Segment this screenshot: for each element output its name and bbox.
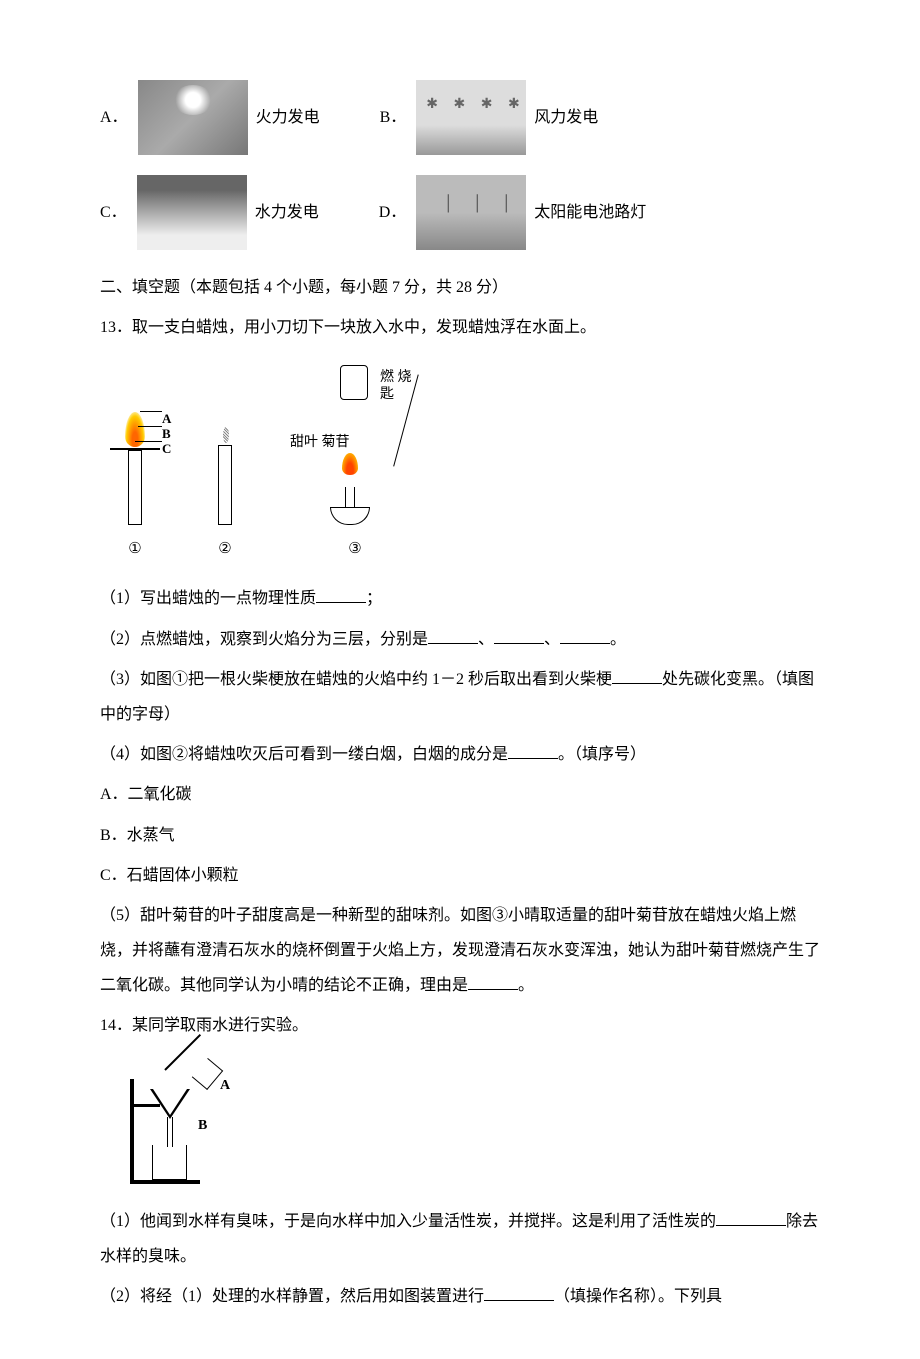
q14-stem: 14．某同学取雨水进行实验。 <box>100 1008 820 1043</box>
q13-optC: C．石蜡固体小颗粒 <box>100 858 820 893</box>
q13-stem: 13．取一支白蜡烛，用小刀切下一块放入水中，发现蜡烛浮在水面上。 <box>100 310 820 345</box>
blank <box>560 628 610 644</box>
burner-body <box>330 507 370 525</box>
option-d-text: 太阳能电池路灯 <box>534 195 646 230</box>
line-b <box>138 426 162 427</box>
option-a-label: A． <box>100 100 128 135</box>
thermal-power-image <box>138 80 248 155</box>
q13-p2-d: 。 <box>610 631 626 648</box>
blank <box>494 628 544 644</box>
filter-label-a: A <box>220 1071 230 1102</box>
q13-p2: （2）点燃蜡烛，观察到火焰分为三层，分别是 、 、 。 <box>100 622 820 657</box>
diagram-3: 甜叶 菊苷 燃 烧 匙 ③ <box>290 365 420 566</box>
option-d: D． 太阳能电池路灯 <box>379 175 647 250</box>
pouring-beaker <box>192 1058 223 1090</box>
diagram-2: ② <box>210 425 240 566</box>
q13-optA: A．二氧化碳 <box>100 777 820 812</box>
q13-p4-b: 。（填序号） <box>558 746 646 763</box>
blank <box>484 1285 554 1301</box>
filter-diagram: A B <box>110 1059 230 1189</box>
option-d-label: D． <box>379 195 407 230</box>
burner-base <box>330 475 370 525</box>
sweetener-label: 甜叶 菊苷 <box>290 435 350 452</box>
q13-p3-a: （3）如图①把一根火柴梗放在蜡烛的火焰中约 1－2 秒后取出看到火柴梗 <box>100 671 612 688</box>
line-c <box>135 441 162 442</box>
option-a-text: 火力发电 <box>256 100 320 135</box>
blank <box>428 628 478 644</box>
candle2-body <box>218 445 232 525</box>
funnel-stem <box>167 1117 173 1147</box>
combustion-spoon-label: 燃 烧 匙 <box>380 370 420 404</box>
stand-vertical <box>130 1079 134 1184</box>
q13-p2-b: 、 <box>478 631 494 648</box>
diagram-1: A B C ① <box>110 395 160 566</box>
q13-p5: （5）甜叶菊苷的叶子甜度高是一种新型的甜味剂。如图③小晴取适量的甜叶菊苷放在蜡烛… <box>100 898 820 1004</box>
q13-diagrams: A B C ① ② 甜叶 菊苷 燃 烧 匙 ③ <box>110 365 820 566</box>
stand-base <box>130 1180 200 1184</box>
q14-p1-a: （1）他闻到水样有臭味，于是向水样中加入少量活性炭，并搅拌。这是利用了活性炭的 <box>100 1213 716 1230</box>
q13-p5-a: （5）甜叶菊苷的叶子甜度高是一种新型的甜味剂。如图③小晴取适量的甜叶菊苷放在蜡烛… <box>100 907 820 994</box>
funnel-inner <box>153 1089 187 1115</box>
smoke-icon <box>223 427 229 443</box>
q13-p1: （1）写出蜡烛的一点物理性质 ； <box>100 581 820 616</box>
burner-flame-icon <box>342 453 358 475</box>
q13-p1-a: （1）写出蜡烛的一点物理性质 <box>100 590 316 607</box>
collection-beaker <box>152 1145 187 1180</box>
candle-body <box>128 450 142 525</box>
q14-p2-b: （填操作名称）。下列具 <box>554 1288 722 1305</box>
line-a <box>140 411 162 412</box>
q12-options-row1: A． 火力发电 B． 风力发电 <box>100 80 820 155</box>
q13-p4-a: （4）如图②将蜡烛吹灭后可看到一缕白烟，白烟的成分是 <box>100 746 508 763</box>
burner-neck <box>345 487 355 507</box>
burner-setup: 甜叶 菊苷 燃 烧 匙 <box>290 365 420 525</box>
q13-p2-c: 、 <box>544 631 560 648</box>
blank <box>468 974 518 990</box>
section2-header: 二、填空题（本题包括 4 个小题，每小题 7 分，共 28 分） <box>100 270 820 305</box>
option-b-label: B． <box>380 100 407 135</box>
q13-p1-b: ； <box>366 590 382 607</box>
diagram-num-1: ① <box>128 533 141 566</box>
solar-light-image <box>416 175 526 250</box>
q13-p2-a: （2）点燃蜡烛，观察到火焰分为三层，分别是 <box>100 631 428 648</box>
hydro-power-image <box>137 175 247 250</box>
q13-optB: B．水蒸气 <box>100 818 820 853</box>
option-c-text: 水力发电 <box>255 195 319 230</box>
blank <box>316 587 366 603</box>
option-b-text: 风力发电 <box>534 100 598 135</box>
q13-p3: （3）如图①把一根火柴梗放在蜡烛的火焰中约 1－2 秒后取出看到火柴梗处先碳化变… <box>100 662 820 732</box>
blank <box>716 1210 786 1226</box>
blank <box>612 668 662 684</box>
flame-label-c: C <box>162 435 171 464</box>
diagram-num-2: ② <box>218 533 231 566</box>
q14-p2-a: （2）将经（1）处理的水样静置，然后用如图装置进行 <box>100 1288 484 1305</box>
candle-with-flame: A B C <box>110 395 160 525</box>
filter-label-b: B <box>198 1111 207 1142</box>
diagram-num-3: ③ <box>348 533 361 566</box>
option-c: C． 水力发电 <box>100 175 319 250</box>
q14-p1: （1）他闻到水样有臭味，于是向水样中加入少量活性炭，并搅拌。这是利用了活性炭的除… <box>100 1204 820 1274</box>
blank <box>508 743 558 759</box>
candle-extinguished <box>210 425 240 525</box>
q14-p2: （2）将经（1）处理的水样静置，然后用如图装置进行 （填操作名称）。下列具 <box>100 1279 820 1314</box>
q13-p4: （4）如图②将蜡烛吹灭后可看到一缕白烟，白烟的成分是 。（填序号） <box>100 737 820 772</box>
q13-p5-b: 。 <box>518 977 534 994</box>
q12-options-row2: C． 水力发电 D． 太阳能电池路灯 <box>100 175 820 250</box>
wind-power-image <box>416 80 526 155</box>
option-a: A． 火力发电 <box>100 80 320 155</box>
option-b: B． 风力发电 <box>380 80 599 155</box>
option-c-label: C． <box>100 195 127 230</box>
